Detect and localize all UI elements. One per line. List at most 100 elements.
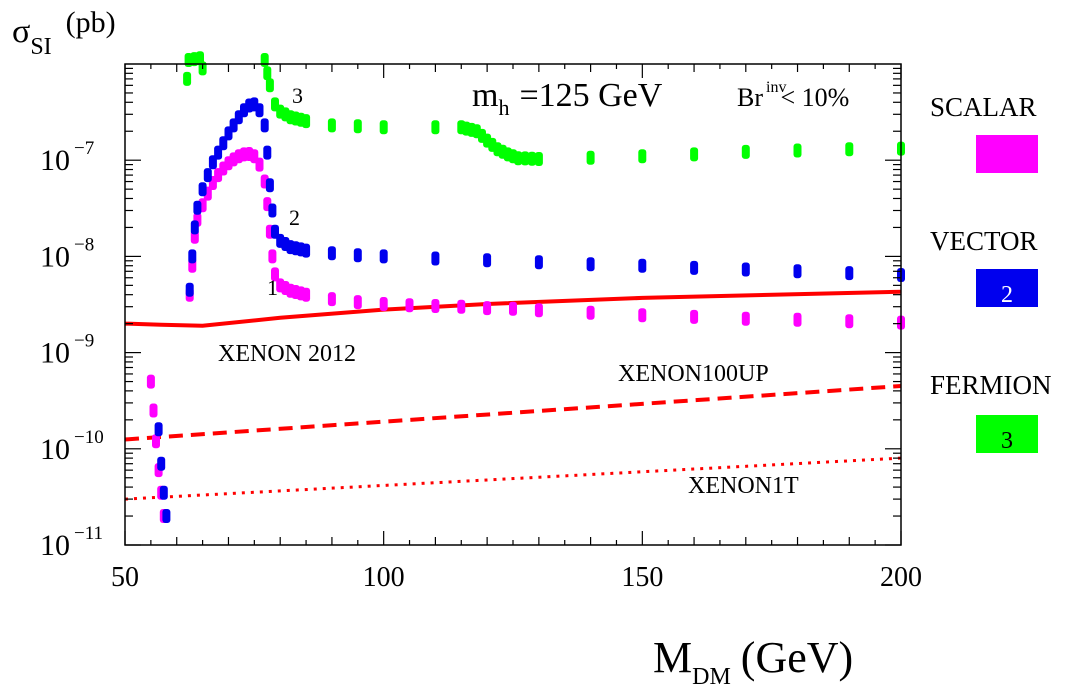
vector-point xyxy=(159,485,168,500)
fermion-point xyxy=(793,143,802,158)
xenon2012-label: XENON 2012 xyxy=(218,341,356,367)
y-tick-label: 10 −7 xyxy=(40,138,94,177)
fermion-band-segment xyxy=(528,151,536,166)
fermion-point xyxy=(263,66,272,81)
scalar-point xyxy=(793,312,802,327)
vector-point xyxy=(190,220,199,235)
xenon1t-limit-line xyxy=(124,456,902,501)
scalar-point xyxy=(741,311,750,326)
vector-series xyxy=(154,97,905,523)
xenon-2012-limit-line xyxy=(124,289,902,328)
vector-point xyxy=(483,253,492,268)
vector-point xyxy=(586,257,595,272)
axis-ticks: 50 100 150 200 10−11 10−10 10−9 10−8 10−7 xyxy=(40,64,922,593)
fermion-curve-number: 3 xyxy=(292,83,303,108)
fermion-point xyxy=(638,149,647,164)
vector-point xyxy=(162,509,171,523)
legend-scalar-label: SCALAR xyxy=(930,92,1037,122)
fermion-point xyxy=(514,151,523,166)
legend-vector-swatch: 2 xyxy=(976,269,1038,307)
fermion-point xyxy=(327,118,336,133)
vector-point xyxy=(193,200,202,215)
vector-point xyxy=(379,249,388,264)
vector-point xyxy=(690,260,699,275)
scalar-point xyxy=(509,301,517,316)
vector-point xyxy=(638,258,647,273)
fermion-point xyxy=(431,120,440,135)
fermion-point xyxy=(260,53,269,67)
vector-point xyxy=(793,264,802,279)
vector-point xyxy=(198,182,207,197)
exclusion-limits xyxy=(124,289,902,501)
fermion-point xyxy=(741,144,750,159)
legend-vector: VECTOR 2 xyxy=(930,226,1080,307)
vector-point xyxy=(154,422,163,437)
scalar-point xyxy=(271,267,279,282)
fermion-point xyxy=(302,114,311,129)
higgs-mass-annotation: mh =125 GeV xyxy=(472,77,663,120)
scalar-point xyxy=(483,301,492,316)
scalar-point xyxy=(268,249,277,264)
vector-point xyxy=(255,103,264,118)
vector-point xyxy=(203,168,212,183)
scalar-point xyxy=(586,305,595,320)
scalar-point xyxy=(405,298,414,313)
model-series xyxy=(146,51,905,523)
legend-fermion-number: 3 xyxy=(1001,428,1013,454)
fermion-point xyxy=(265,78,274,93)
y-tick-label: 10 −11 xyxy=(40,523,103,562)
x-tick-label: 200 xyxy=(880,562,922,593)
fermion-point xyxy=(534,152,543,166)
xenon1t-label: XENON1T xyxy=(688,473,799,499)
x-axis-label: MDM (GeV) xyxy=(653,633,853,688)
scalar-point xyxy=(149,403,158,418)
scalar-point xyxy=(431,299,440,313)
vector-point xyxy=(263,145,272,160)
scalar-point xyxy=(255,157,264,172)
scalar-point xyxy=(302,287,311,302)
legend-fermion: FERMION 3 xyxy=(930,370,1080,453)
legend-scalar: SCALAR xyxy=(930,92,1080,173)
vector-point xyxy=(845,266,854,281)
vector-point xyxy=(268,203,277,218)
legend-fermion-swatch: 3 xyxy=(976,415,1038,453)
x-tick-label: 150 xyxy=(621,562,663,593)
scalar-series xyxy=(146,147,905,523)
vector-point xyxy=(353,248,362,263)
fermion-point xyxy=(845,142,854,157)
scalar-point xyxy=(327,292,336,307)
vector-point xyxy=(185,282,194,297)
vector-point xyxy=(208,155,217,170)
vector-point xyxy=(431,251,440,266)
xenon100up-limit-line xyxy=(124,384,902,442)
scalar-point xyxy=(845,314,854,329)
vector-point xyxy=(327,246,336,261)
scalar-point xyxy=(353,295,362,310)
vector-point xyxy=(219,136,228,151)
vector-point xyxy=(265,178,274,193)
x-tick-label: 100 xyxy=(363,562,405,593)
scalar-point xyxy=(146,374,155,389)
legend-fermion-label: FERMION xyxy=(930,370,1052,400)
vector-point xyxy=(534,255,543,270)
legend-vector-number: 2 xyxy=(1001,282,1013,308)
vector-point xyxy=(188,249,197,264)
scalar-point xyxy=(152,434,160,449)
scalar-point xyxy=(534,303,543,318)
y-tick-label: 10 −10 xyxy=(40,427,104,466)
vector-point xyxy=(741,262,750,277)
scalar-point xyxy=(690,309,699,324)
fermion-point xyxy=(379,120,388,135)
scalar-point xyxy=(457,299,466,314)
x-tick-label: 50 xyxy=(111,562,139,593)
fermion-point xyxy=(586,150,595,165)
fermion-series xyxy=(183,51,905,166)
scalar-point xyxy=(379,297,388,311)
legend-scalar-swatch xyxy=(976,135,1038,173)
br-inv-annotation: Br inv< 10% xyxy=(737,79,849,112)
fermion-point xyxy=(690,147,699,162)
xenon100up-label: XENON100UP xyxy=(618,361,769,387)
fermion-point xyxy=(353,119,362,134)
legend-vector-label: VECTOR xyxy=(930,226,1038,256)
y-tick-label: 10 −8 xyxy=(40,234,94,273)
